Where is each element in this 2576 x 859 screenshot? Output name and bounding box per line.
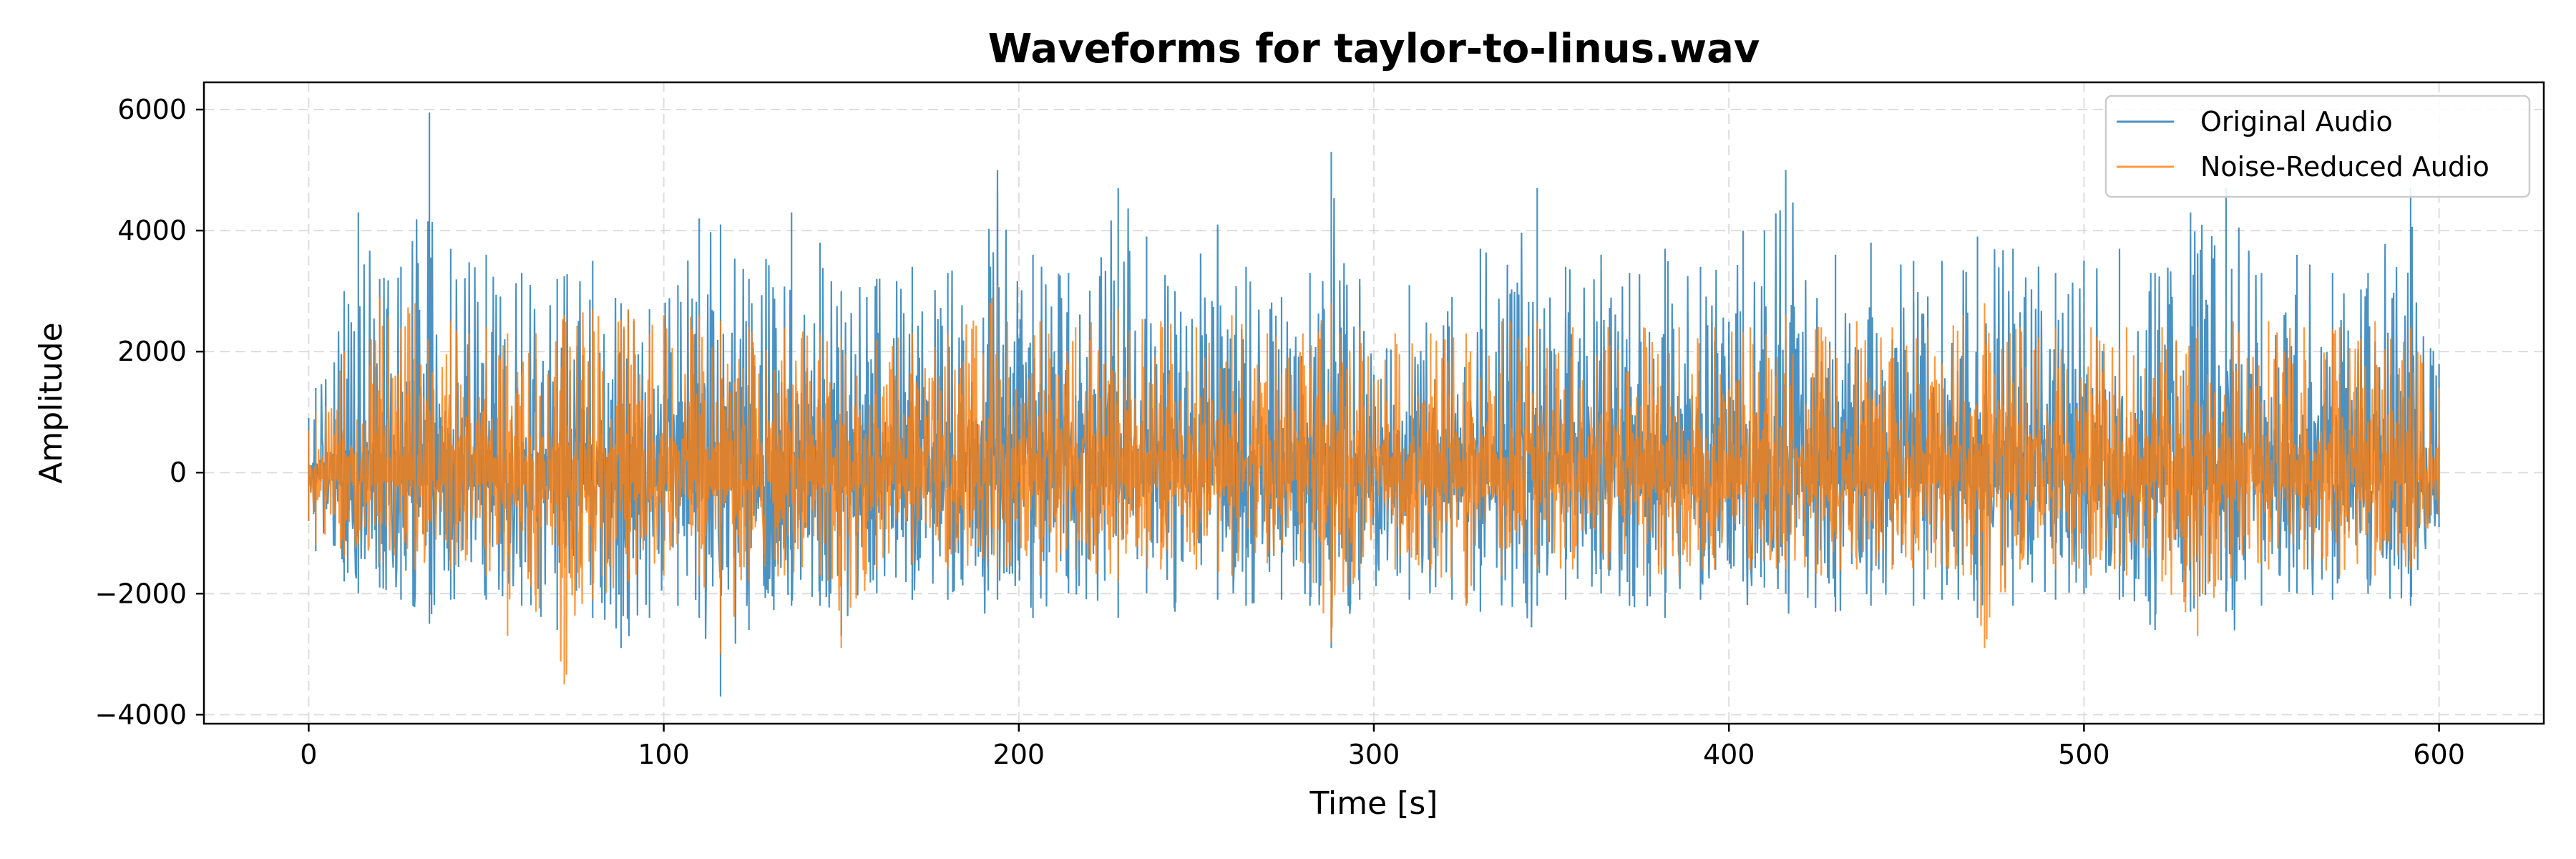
x-tick-label: 300	[1348, 739, 1400, 770]
y-tick-label: −4000	[94, 699, 187, 730]
x-tick-label: 0	[300, 739, 317, 770]
waveform-peaks	[308, 285, 2440, 685]
legend: Original Audio Noise-Reduced Audio	[2104, 94, 2531, 198]
series-noise-reduced-audio	[308, 285, 2440, 685]
series-layer	[308, 112, 2440, 697]
legend-label-original-audio: Original Audio	[2200, 106, 2393, 137]
y-tick-label: 6000	[117, 94, 187, 125]
y-tick-label: 4000	[117, 215, 187, 246]
chart-title: Waveforms for taylor-to-linus.wav	[988, 26, 1760, 72]
legend-label-noise-reduced-audio: Noise-Reduced Audio	[2200, 151, 2489, 183]
x-tick-label: 200	[993, 739, 1045, 770]
x-tick-label: 100	[638, 739, 690, 770]
y-tick-label: 2000	[117, 336, 187, 367]
x-tick-label: 600	[2413, 739, 2465, 770]
x-tick-label: 500	[2058, 739, 2110, 770]
y-tick-label: 0	[170, 457, 187, 488]
axis-ticks: 0 100 200 300 400 500 600 −4000 −2000 0 2000 4000 60…	[94, 94, 2464, 770]
x-tick-label: 400	[1703, 739, 1755, 770]
y-axis-label: Amplitude	[33, 322, 69, 483]
x-axis-label: Time [s]	[1309, 785, 1438, 822]
legend-box	[2104, 94, 2531, 198]
y-tick-label: −2000	[94, 578, 187, 609]
